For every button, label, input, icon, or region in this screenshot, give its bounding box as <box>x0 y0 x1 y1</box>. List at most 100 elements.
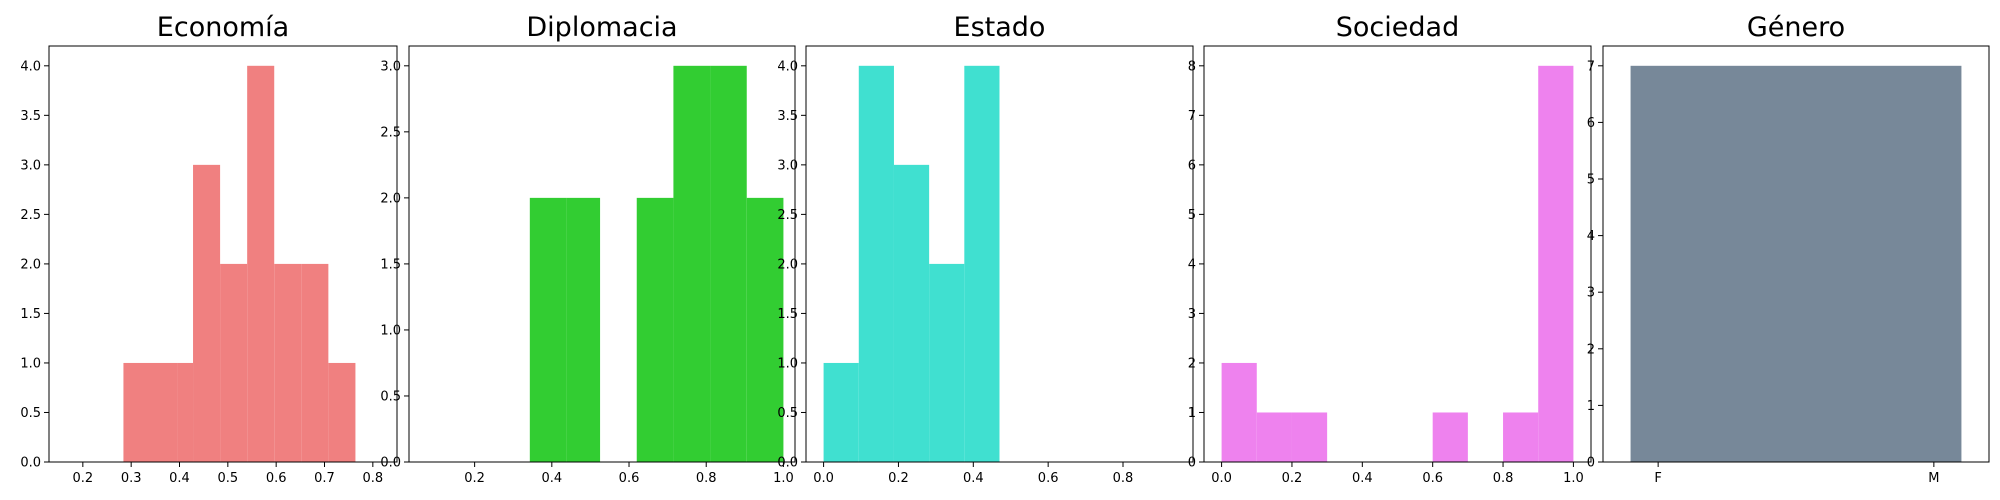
x-tick-label: 0.6 <box>1422 471 1443 486</box>
y-tick-label: 4.0 <box>20 59 41 74</box>
histogram-bar <box>964 65 1000 463</box>
x-tick-label: F <box>1654 471 1661 486</box>
histogram-bar <box>893 164 930 462</box>
x-tick-label: 0.0 <box>813 471 834 486</box>
histogram-bar <box>1630 65 1962 463</box>
x-tick-label: 0.7 <box>314 471 335 486</box>
histogram-bar <box>1432 412 1468 462</box>
y-tick-label: 1 <box>1587 399 1595 414</box>
y-tick-label: 1 <box>1188 406 1196 421</box>
histogram-bar <box>328 362 356 462</box>
y-tick-label: 2 <box>1587 342 1595 357</box>
y-tick-label: 3 <box>1188 307 1196 322</box>
y-tick-label: 1.5 <box>380 257 401 272</box>
y-tick-label: 0 <box>1587 456 1595 471</box>
y-tick-label: 3.0 <box>380 59 401 74</box>
histogram-bar <box>823 362 859 462</box>
x-tick-label: 0.8 <box>696 471 717 486</box>
histogram-bar <box>1291 412 1328 462</box>
y-tick-label: 3.5 <box>777 109 798 124</box>
histogram-bar <box>1256 412 1292 462</box>
subplot-title: Género <box>1747 12 1845 43</box>
y-tick-label: 0.0 <box>777 456 798 471</box>
histogram-bar <box>220 263 248 462</box>
y-tick-label: 2.0 <box>777 257 798 272</box>
histogram-bar <box>566 197 601 462</box>
x-tick-label: 0.5 <box>217 471 238 486</box>
y-tick-label: 0 <box>1188 456 1196 471</box>
y-tick-label: 3.0 <box>20 158 41 173</box>
y-tick-label: 4.0 <box>777 59 798 74</box>
y-tick-label: 0.5 <box>777 406 798 421</box>
histogram-bar <box>529 197 567 462</box>
axes-frame <box>408 45 796 463</box>
y-tick-label: 3.5 <box>20 109 41 124</box>
x-tick-label: 0.8 <box>362 471 383 486</box>
y-tick-label: 7 <box>1587 59 1595 74</box>
axes-frame <box>1602 45 1990 463</box>
y-tick-label: 0.5 <box>20 406 41 421</box>
subplot-title: Diplomacia <box>526 12 677 43</box>
y-tick-label: 0.5 <box>380 389 401 404</box>
histogram-bar <box>1503 412 1539 462</box>
y-tick-label: 3.0 <box>777 158 798 173</box>
x-tick-label: 0.4 <box>169 471 190 486</box>
axes-frame <box>1203 45 1592 463</box>
x-tick-label: 0.4 <box>541 471 562 486</box>
y-tick-label: 1.0 <box>20 356 41 371</box>
histogram-bar <box>1538 65 1574 463</box>
axes-frame <box>805 45 1194 463</box>
y-tick-label: 5 <box>1188 208 1196 223</box>
subplot-5: Género F M 0 1 2 3 4 5 6 7 <box>1587 12 1990 486</box>
y-tick-label: 6 <box>1587 116 1595 131</box>
histogram-bar <box>193 164 221 462</box>
histogram-bar <box>929 263 965 462</box>
x-tick-label: 0.2 <box>888 471 909 486</box>
y-tick-label: 5 <box>1587 173 1595 188</box>
subplot-1: Economía 0.2 0.3 0.4 0.5 0.6 0.7 0.80.0 0.5 1.0 1.… <box>20 12 398 486</box>
y-tick-label: 2 <box>1188 356 1196 371</box>
x-tick-label: 0.4 <box>963 471 984 486</box>
subplot-title: Estado <box>954 12 1046 43</box>
y-tick-label: 2.5 <box>380 125 401 140</box>
x-tick-label: 0.8 <box>1493 471 1514 486</box>
x-tick-label: 0.6 <box>1038 471 1059 486</box>
subplot-title: Economía <box>157 12 289 43</box>
histogram-bar <box>1221 362 1257 462</box>
histogram-bar <box>636 197 674 462</box>
x-tick-label: M <box>1928 471 1939 486</box>
histogram-bar <box>858 65 894 463</box>
y-tick-label: 3 <box>1587 286 1595 301</box>
histogram-bar <box>746 197 784 462</box>
y-tick-label: 2.5 <box>20 208 41 223</box>
histogram-bar <box>177 362 194 462</box>
subplot-title: Sociedad <box>1336 12 1459 43</box>
x-tick-label: 0.8 <box>1113 471 1134 486</box>
y-tick-label: 2.5 <box>777 208 798 223</box>
y-tick-label: 0.0 <box>380 456 401 471</box>
y-tick-label: 2.0 <box>20 257 41 272</box>
y-tick-label: 1.5 <box>777 307 798 322</box>
x-tick-label: 0.6 <box>266 471 287 486</box>
y-tick-label: 1.5 <box>20 307 41 322</box>
x-tick-label: 0.3 <box>121 471 142 486</box>
x-tick-label: 0.2 <box>1282 471 1303 486</box>
y-tick-label: 7 <box>1188 109 1196 124</box>
y-tick-label: 1.0 <box>380 323 401 338</box>
x-tick-label: 0.2 <box>72 471 93 486</box>
histogram-bar <box>301 263 329 462</box>
histogram-bar <box>123 362 178 462</box>
histogram-bar <box>673 65 711 463</box>
histogram-bar <box>710 65 747 463</box>
x-tick-label: 1.0 <box>773 471 794 486</box>
y-tick-label: 6 <box>1188 158 1196 173</box>
axes-frame <box>48 45 398 463</box>
x-tick-label: 1.0 <box>1563 471 1584 486</box>
x-tick-label: 0.0 <box>1211 471 1232 486</box>
histogram-bar <box>274 263 302 462</box>
x-tick-label: 0.4 <box>1352 471 1373 486</box>
y-tick-label: 4 <box>1188 257 1196 272</box>
